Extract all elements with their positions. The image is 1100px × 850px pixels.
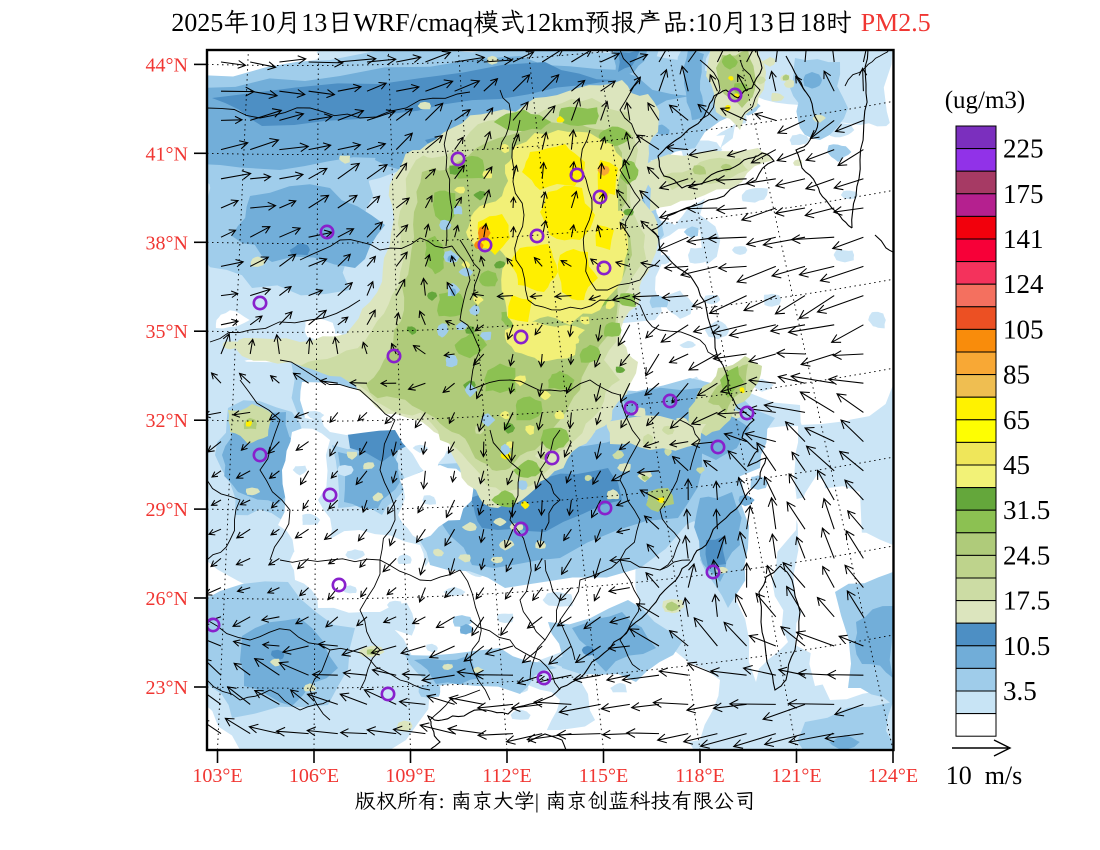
svg-text:17.5: 17.5 [1003, 586, 1050, 616]
svg-text:115°E: 115°E [579, 765, 628, 787]
svg-text:121°E: 121°E [771, 765, 821, 787]
svg-text:124°E: 124°E [868, 765, 918, 787]
svg-text:35°N: 35°N [146, 321, 188, 343]
svg-text:10.5: 10.5 [1003, 631, 1050, 661]
svg-text:23°N: 23°N [146, 677, 188, 699]
svg-text:112°E: 112°E [482, 765, 531, 787]
svg-text:41°N: 41°N [146, 143, 188, 165]
svg-text:106°E: 106°E [289, 765, 339, 787]
svg-text:65: 65 [1003, 405, 1030, 435]
svg-text:141: 141 [1003, 224, 1044, 254]
svg-text:175: 175 [1003, 179, 1044, 209]
svg-text:103°E: 103°E [192, 765, 242, 787]
svg-text:109°E: 109°E [385, 765, 435, 787]
svg-text:24.5: 24.5 [1003, 540, 1050, 570]
svg-text:26°N: 26°N [146, 588, 188, 610]
svg-text:124: 124 [1003, 269, 1044, 299]
svg-text:44°N: 44°N [146, 54, 188, 76]
svg-text:85: 85 [1003, 360, 1030, 390]
svg-text:32°N: 32°N [146, 410, 188, 432]
svg-text:31.5: 31.5 [1003, 495, 1050, 525]
svg-text:10 m/s: 10 m/s [946, 761, 1023, 790]
svg-text:3.5: 3.5 [1003, 676, 1037, 706]
svg-text:29°N: 29°N [146, 499, 188, 521]
svg-text:225: 225 [1003, 134, 1044, 164]
svg-text:(ug/m3): (ug/m3) [945, 87, 1026, 114]
svg-text:118°E: 118°E [675, 765, 724, 787]
svg-text:38°N: 38°N [146, 232, 188, 254]
svg-text:45: 45 [1003, 450, 1030, 480]
svg-text:105: 105 [1003, 314, 1044, 344]
